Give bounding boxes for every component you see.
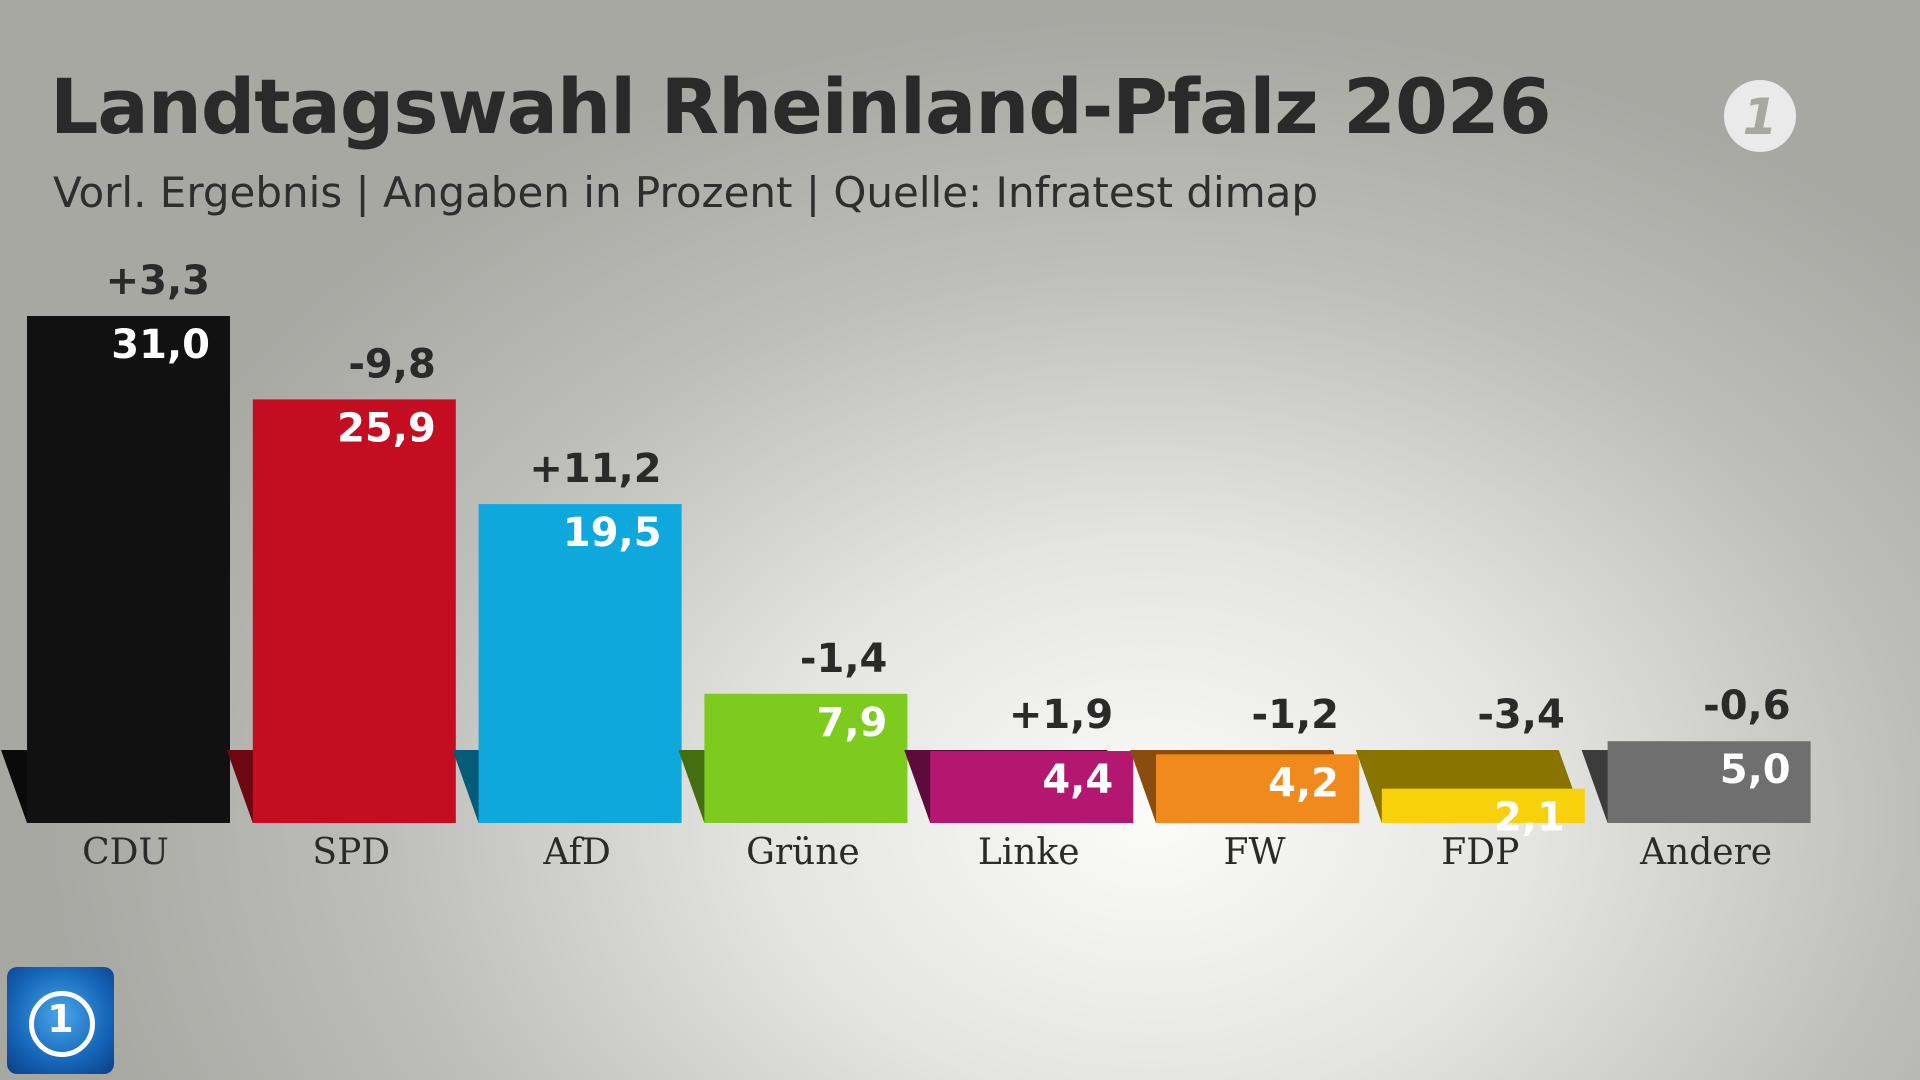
bar-andere (1607, 741, 1811, 823)
category-label: FDP (1441, 832, 1519, 873)
bar-value-label: 25,9 (337, 405, 436, 451)
bar-spd (252, 399, 456, 823)
bar-value-label: 2,1 (1494, 795, 1565, 841)
bar-cdu (27, 316, 230, 823)
category-label: AfD (542, 832, 611, 873)
category-label: Grüne (746, 832, 860, 873)
bar-change-label: +3,3 (106, 258, 210, 304)
tagesschau-logo: 1 (7, 967, 114, 1074)
bar-change-label: -0,6 (1703, 683, 1790, 729)
bar-value-label: 7,9 (817, 700, 888, 746)
page-subtitle: Vorl. Ergebnis | Angaben in Prozent | Qu… (53, 168, 1319, 217)
bar-value-label: 5,0 (1720, 747, 1791, 793)
bar-value-label: 4,4 (1042, 757, 1113, 803)
bar-linke (930, 751, 1134, 823)
bar-change-label: -1,4 (800, 636, 887, 682)
bar-value-label: 31,0 (111, 322, 210, 368)
bar-value-label: 4,2 (1268, 760, 1339, 806)
ard-logo: 1 (1724, 80, 1796, 152)
bar-change-label: -1,2 (1252, 692, 1339, 738)
category-label: CDU (82, 832, 169, 873)
bar-change-label: +1,9 (1009, 692, 1113, 738)
category-label: Andere (1639, 832, 1772, 873)
category-label: Linke (978, 832, 1080, 873)
ard-logo-mark: 1 (1742, 88, 1778, 146)
bar-change-label: +11,2 (529, 446, 661, 492)
category-label: FW (1224, 832, 1286, 873)
category-label: SPD (312, 832, 390, 873)
bar-value-label: 19,5 (563, 510, 662, 556)
page-title: Landtagswahl Rheinland-Pfalz 2026 (50, 62, 1552, 151)
bar-change-label: -3,4 (1477, 692, 1564, 738)
bar-change-label: -9,8 (348, 341, 435, 387)
globe-ring-icon (29, 991, 95, 1057)
bar-grüne (704, 693, 908, 823)
bar-fw (1156, 754, 1359, 823)
bar-fdp (1381, 788, 1585, 823)
tagesschau-logo-mark: 1 (47, 997, 74, 1041)
bar-afd (478, 504, 682, 823)
